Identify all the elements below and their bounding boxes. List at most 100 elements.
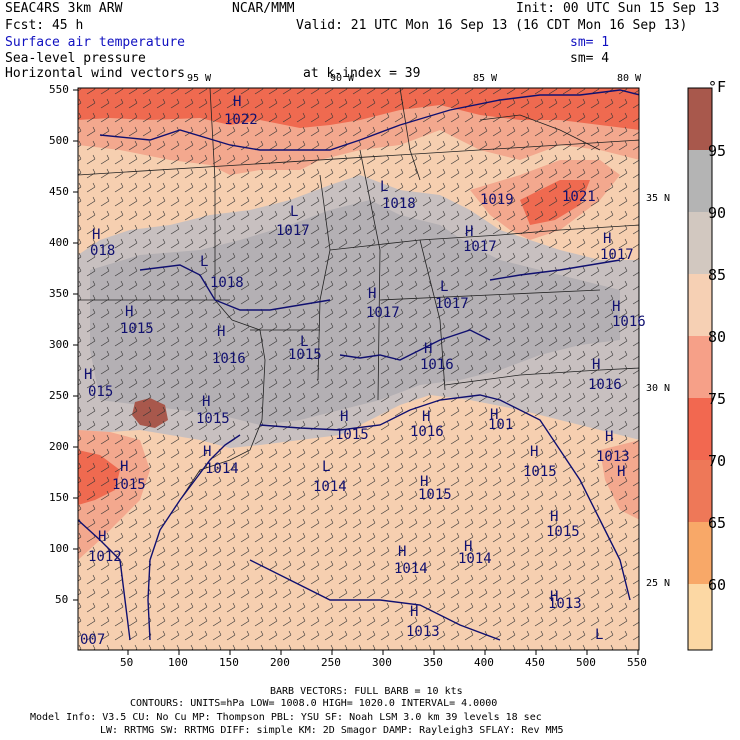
pressure-value-label: 1016 — [212, 351, 246, 367]
pressure-value-label: 1016 — [612, 314, 646, 330]
low-pressure-marker: L — [200, 254, 209, 270]
k-index: at k-index = 39 — [303, 66, 421, 81]
high-pressure-marker: H — [424, 341, 433, 357]
pressure-value-label: 1015 — [112, 477, 146, 493]
high-pressure-marker: H — [340, 409, 349, 425]
field-wind-vectors: Horizontal wind vectors — [5, 66, 186, 81]
y-tick-label: 50 — [55, 593, 69, 606]
high-pressure-marker: H — [233, 94, 242, 110]
pressure-value-label: 1014 — [394, 561, 428, 577]
pressure-value-label: 1017 — [600, 247, 634, 263]
valid-time: Valid: 21 UTC Mon 16 Sep 13 (16 CDT Mon … — [296, 18, 688, 33]
high-pressure-marker: H — [592, 357, 601, 373]
smoothing-1: sm= 1 — [570, 35, 610, 50]
pressure-value-label: 1017 — [366, 305, 400, 321]
x-tick-label: 550 — [627, 656, 647, 669]
y-tick-label: 200 — [49, 440, 69, 453]
high-pressure-marker: H — [617, 464, 626, 480]
pressure-value-label: 1018 — [382, 196, 416, 212]
high-pressure-marker: H — [84, 367, 93, 383]
pressure-value-label: 1013 — [406, 624, 440, 640]
map-frame — [77, 87, 640, 651]
y-tick-label: 300 — [49, 338, 69, 351]
colorbar-swatch-85-90 — [688, 212, 712, 274]
colorbar-swatch-70-75 — [688, 398, 712, 460]
x-tick-label: 450 — [525, 656, 545, 669]
colorbar-label: 65 — [708, 514, 727, 532]
colorbar-unit: °F — [708, 78, 727, 96]
pressure-value-label: 101 — [488, 417, 514, 433]
high-pressure-marker: H — [465, 224, 474, 240]
x-tick-label: 300 — [372, 656, 392, 669]
low-pressure-marker: L — [595, 627, 604, 643]
pressure-value-label: 1017 — [435, 296, 469, 312]
y-tick-label: 550 — [49, 83, 69, 96]
pressure-value-label: 1015 — [288, 347, 322, 363]
barb-info: BARB VECTORS: FULL BARB = 10 kts — [270, 686, 463, 697]
latitude-label: 30 N — [646, 383, 671, 394]
high-pressure-marker: H — [550, 509, 559, 525]
high-pressure-marker: H — [203, 444, 212, 460]
contour-info: CONTOURS: UNITS=hPa LOW= 1008.0 HIGH= 10… — [130, 698, 498, 709]
pressure-value-label: 1012 — [88, 549, 122, 565]
high-pressure-marker: H — [530, 444, 539, 460]
pressure-value-label: 1013 — [548, 596, 582, 612]
colorbar-label: 85 — [708, 266, 727, 284]
org-name: NCAR/MMM — [232, 1, 295, 16]
high-pressure-marker: H — [92, 227, 101, 243]
pressure-value-label: 015 — [88, 384, 114, 400]
high-pressure-marker: H — [420, 474, 429, 490]
smoothing-2: sm= 4 — [570, 51, 610, 66]
high-pressure-marker: H — [464, 539, 473, 555]
pressure-value-label: 018 — [90, 243, 116, 259]
longitude-label: 85 W — [473, 73, 498, 84]
longitude-label: 80 W — [617, 73, 642, 84]
high-pressure-marker: H — [217, 324, 226, 340]
physics-info: LW: RRTMG SW: RRTMG DIFF: simple KM: 2D … — [100, 725, 564, 736]
y-tick-label: 250 — [49, 389, 69, 402]
colorbar-swatch-95-plus — [688, 88, 712, 150]
forecast-hour: Fcst: 45 h — [5, 18, 84, 33]
x-tick-label: 200 — [270, 656, 290, 669]
low-pressure-marker: L — [300, 334, 309, 350]
pressure-value-label: 1014 — [313, 479, 347, 495]
high-pressure-marker: H — [410, 604, 419, 620]
colorbar-label: 60 — [708, 576, 727, 594]
model-name: SEAC4RS 3km ARW — [5, 1, 123, 16]
pressure-value-label: 1015 — [335, 427, 369, 443]
high-pressure-marker: H — [550, 589, 559, 605]
pressure-value-label: 1018 — [210, 275, 244, 291]
x-tick-label: 350 — [423, 656, 443, 669]
pressure-value-label: 1021 — [562, 189, 596, 205]
political-borders — [78, 88, 639, 501]
high-pressure-marker: H — [98, 529, 107, 545]
x-tick-label: 150 — [219, 656, 239, 669]
pressure-value-label: 1016 — [410, 424, 444, 440]
low-pressure-marker: L — [290, 204, 299, 220]
coastlines — [78, 89, 639, 641]
x-tick-label: 100 — [168, 656, 188, 669]
low-pressure-marker: L — [440, 279, 449, 295]
colorbar-label: 95 — [708, 142, 727, 160]
high-pressure-marker: H — [612, 299, 621, 315]
wind-barbs-layer — [78, 88, 639, 650]
field-sea-level-pressure: Sea-level pressure — [5, 51, 146, 66]
high-pressure-marker: H — [490, 407, 499, 423]
high-pressure-marker: H — [125, 304, 134, 320]
high-pressure-marker: H — [422, 409, 431, 425]
x-tick-label: 500 — [576, 656, 596, 669]
pressure-value-label: 1014 — [205, 461, 239, 477]
colorbar-swatch-80-85 — [688, 274, 712, 336]
y-tick-label: 350 — [49, 287, 69, 300]
colorbar-label: 70 — [708, 452, 727, 470]
x-tick-label: 250 — [321, 656, 341, 669]
pressure-value-label: 1017 — [276, 223, 310, 239]
y-tick-label: 150 — [49, 491, 69, 504]
high-pressure-marker: H — [368, 286, 377, 302]
colorbar — [687, 87, 713, 651]
low-pressure-marker: L — [322, 459, 331, 475]
latitude-label: 25 N — [646, 578, 671, 589]
high-pressure-marker: H — [398, 544, 407, 560]
high-pressure-marker: H — [603, 231, 612, 247]
